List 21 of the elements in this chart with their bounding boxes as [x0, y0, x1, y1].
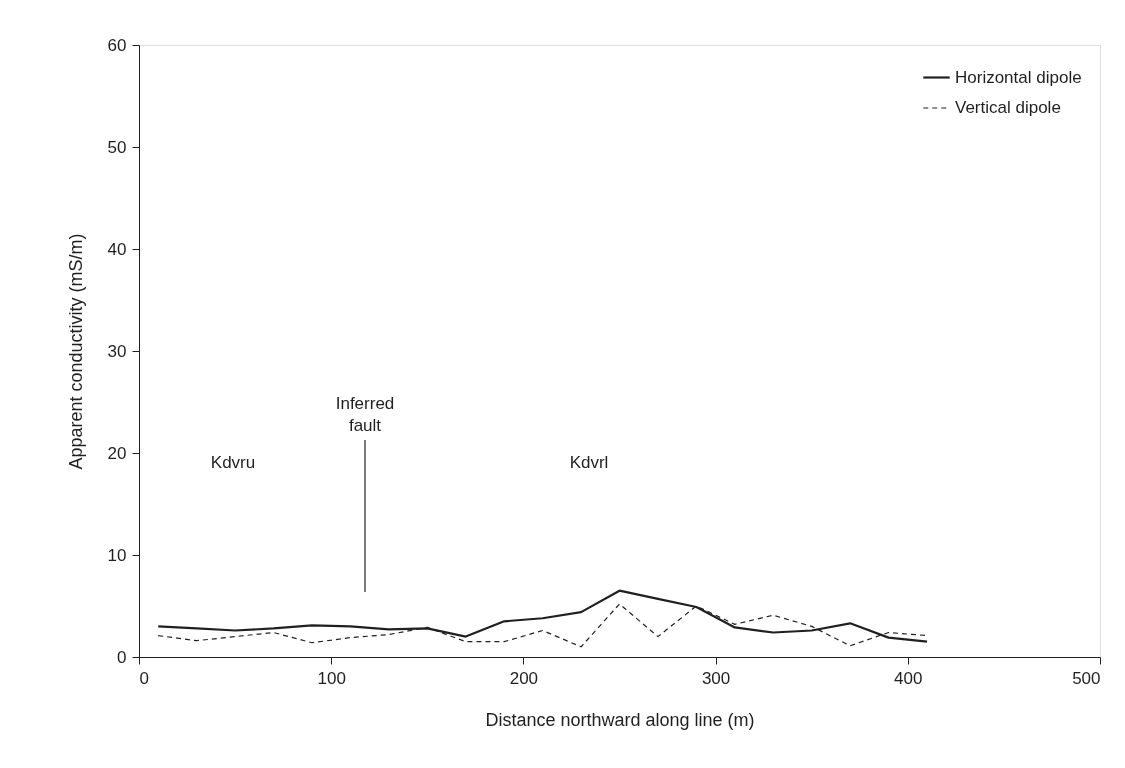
- y-tick-label: 50: [107, 137, 127, 157]
- x-tick-label: 200: [509, 668, 539, 688]
- annotation: Inferred fault: [335, 394, 395, 435]
- line-series: [157, 589, 929, 643]
- x-axis-title: Distance northward along line (m): [485, 709, 755, 730]
- annotation: Kdvrl: [569, 453, 609, 472]
- y-tick-label: 20: [107, 443, 127, 463]
- y-tick-label: 60: [107, 35, 127, 55]
- y-tick-label: 10: [107, 545, 127, 565]
- x-tick-label: 400: [894, 668, 923, 688]
- legend-label: Horizontal dipole: [955, 67, 1082, 87]
- y-tick-label: 0: [117, 647, 127, 667]
- legend-label: Vertical dipole: [955, 98, 1061, 117]
- annotation: Kdvru: [210, 453, 256, 472]
- x-tick-label: 100: [317, 668, 346, 688]
- y-tick-label: 30: [107, 341, 127, 361]
- x-tick-label: 500: [1072, 668, 1101, 688]
- y-tick-label: 40: [107, 239, 127, 259]
- y-axis-title: Apparent conductivity (mS/m): [65, 233, 86, 470]
- x-tick-label: 0: [139, 668, 149, 688]
- x-tick-label: 300: [701, 668, 731, 688]
